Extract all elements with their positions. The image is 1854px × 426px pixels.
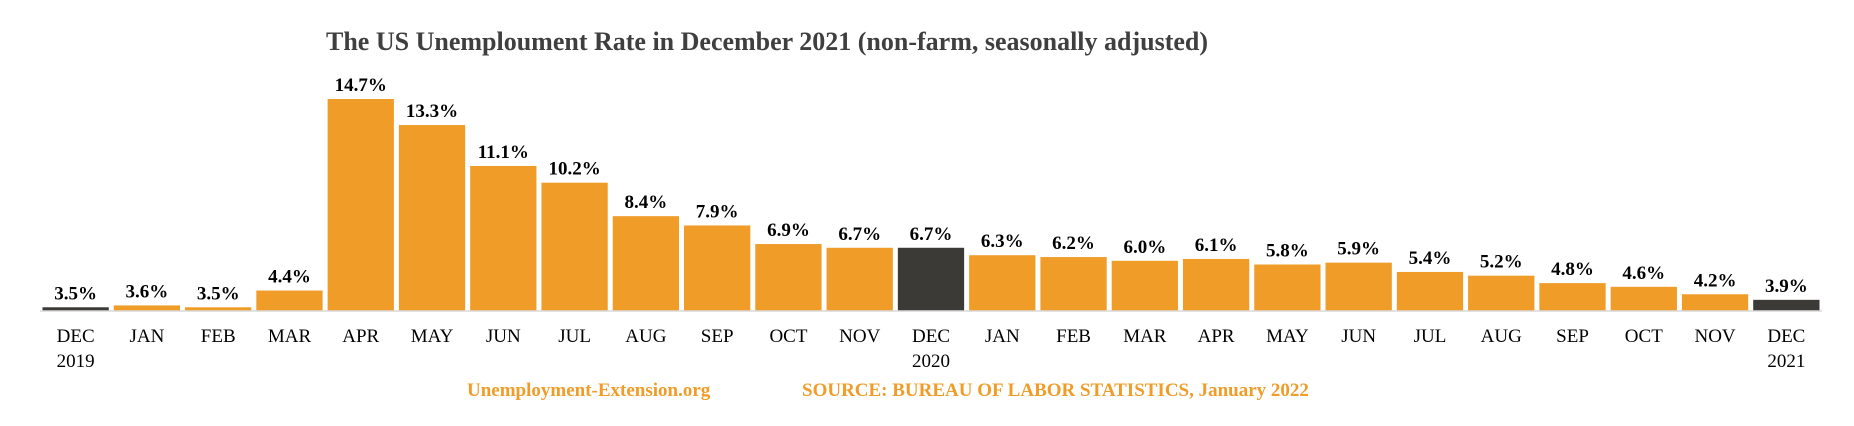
x-tick-labels-group: DEC 2019 JAN FEB MAR APR MAY JUN JUL AUG SEP OCT NOV… <box>57 326 1806 372</box>
x-tick-year-24: 2021 <box>1767 351 1805 372</box>
data-label-16: 6.1% <box>1195 235 1238 256</box>
x-tick-label-8: AUG <box>625 326 666 347</box>
x-tick-label-12: DEC <box>912 326 950 347</box>
bar-7 <box>541 182 608 311</box>
bar-15 <box>1111 260 1178 311</box>
bar-12 <box>897 247 965 311</box>
data-label-11: 6.7% <box>838 224 881 245</box>
data-label-2: 3.5% <box>197 283 240 304</box>
x-tick-year-12: 2020 <box>912 351 950 372</box>
x-tick-label-19: JUL <box>1414 326 1447 347</box>
x-tick-label-7: JUL <box>558 326 591 347</box>
bar-6 <box>470 165 537 311</box>
x-tick-label-3: MAR <box>268 326 312 347</box>
data-label-18: 5.9% <box>1337 239 1380 260</box>
bar-10 <box>755 244 822 311</box>
bar-16 <box>1182 258 1250 311</box>
data-label-22: 4.6% <box>1622 263 1665 284</box>
bar-4 <box>327 99 394 311</box>
bar-3 <box>256 290 323 311</box>
footer-source: SOURCE: BUREAU OF LABOR STATISTICS, Janu… <box>802 380 1309 401</box>
data-label-1: 3.6% <box>126 281 169 302</box>
bar-11 <box>826 247 893 311</box>
data-label-24: 3.9% <box>1765 276 1808 297</box>
x-tick-label-17: MAY <box>1266 326 1309 347</box>
x-tick-label-10: OCT <box>769 326 807 347</box>
bar-5 <box>398 125 466 311</box>
data-label-9: 7.9% <box>696 201 739 222</box>
footer-website: Unemployment-Extension.org <box>467 380 711 401</box>
data-label-17: 5.8% <box>1266 241 1309 262</box>
x-tick-label-15: MAR <box>1123 326 1167 347</box>
data-label-6: 11.1% <box>478 142 529 163</box>
bar-23 <box>1681 294 1749 311</box>
data-label-14: 6.2% <box>1052 233 1095 254</box>
bar-21 <box>1539 283 1606 311</box>
data-label-5: 13.3% <box>406 101 458 122</box>
x-tick-label-24: DEC <box>1767 326 1805 347</box>
data-label-8: 8.4% <box>625 192 668 213</box>
data-label-7: 10.2% <box>548 159 600 180</box>
bar-8 <box>612 216 680 311</box>
x-tick-label-4: APR <box>342 326 379 347</box>
x-tick-label-5: MAY <box>411 326 454 347</box>
data-label-0: 3.5% <box>54 283 97 304</box>
data-label-23: 4.2% <box>1694 270 1737 291</box>
data-label-19: 5.4% <box>1409 248 1452 269</box>
x-tick-label-20: AUG <box>1481 326 1522 347</box>
data-label-3: 4.4% <box>268 267 311 288</box>
data-label-13: 6.3% <box>981 231 1024 252</box>
chart-title: The US Unemploument Rate in December 202… <box>326 27 1208 56</box>
data-label-21: 4.8% <box>1551 259 1594 280</box>
x-tick-label-11: NOV <box>839 326 880 347</box>
x-tick-year-0: 2019 <box>57 351 95 372</box>
x-tick-label-23: NOV <box>1694 326 1735 347</box>
bar-1 <box>113 305 181 311</box>
x-tick-label-22: OCT <box>1625 326 1663 347</box>
data-label-20: 5.2% <box>1480 252 1523 273</box>
data-label-10: 6.9% <box>767 220 810 241</box>
bar-19 <box>1396 271 1464 311</box>
bar-24 <box>1753 299 1820 311</box>
x-tick-label-21: SEP <box>1556 326 1589 347</box>
bar-20 <box>1468 275 1535 311</box>
bar-22 <box>1610 286 1677 311</box>
bar-2 <box>185 307 252 311</box>
x-tick-label-16: APR <box>1198 326 1235 347</box>
bar-0 <box>42 307 109 311</box>
data-labels-group: 3.5% 3.6% 3.5% 4.4% 14.7% 13.3% 11.1% 10.2% 8.4%… <box>54 75 1807 304</box>
x-tick-label-18: JUN <box>1341 326 1376 347</box>
bars-group <box>42 99 1820 311</box>
x-tick-label-13: JAN <box>985 326 1020 347</box>
data-label-4: 14.7% <box>335 75 387 96</box>
x-tick-label-14: FEB <box>1056 326 1091 347</box>
x-tick-label-6: JUN <box>486 326 521 347</box>
x-tick-label-2: FEB <box>201 326 236 347</box>
bar-14 <box>1040 257 1107 311</box>
data-label-15: 6.0% <box>1123 237 1166 258</box>
bar-9 <box>684 225 751 311</box>
x-tick-label-0: DEC <box>57 326 95 347</box>
bar-17 <box>1254 264 1321 311</box>
bar-13 <box>969 255 1036 311</box>
x-tick-label-9: SEP <box>701 326 734 347</box>
x-tick-label-1: JAN <box>129 326 164 347</box>
data-label-12: 6.7% <box>910 224 953 245</box>
bar-18 <box>1325 262 1392 311</box>
